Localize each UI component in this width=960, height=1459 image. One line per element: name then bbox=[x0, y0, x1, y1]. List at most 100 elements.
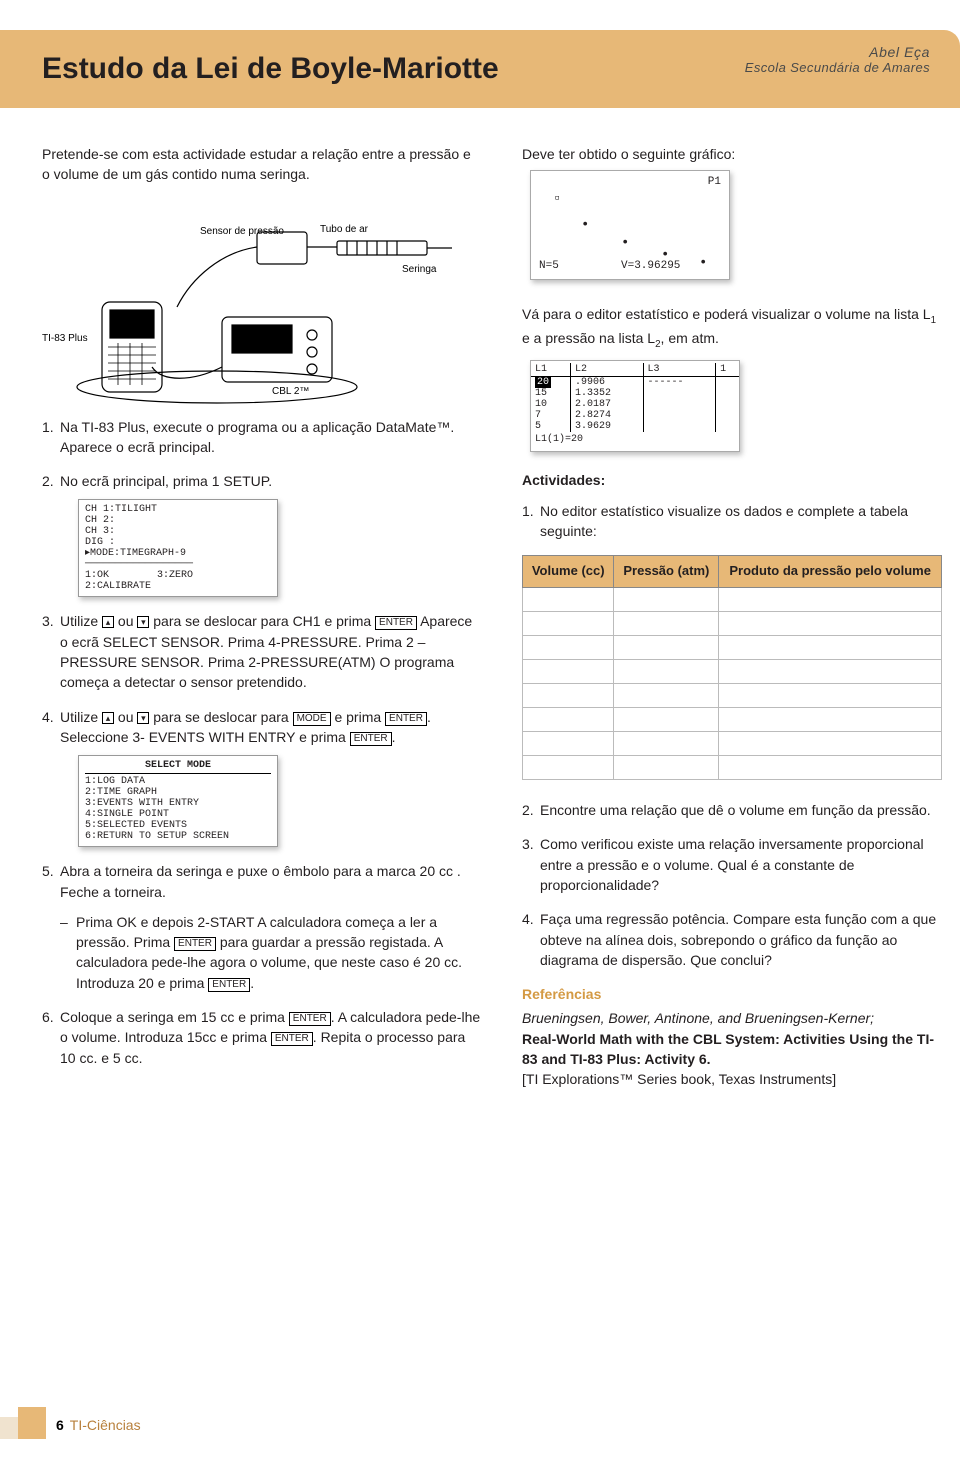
header-credit: Abel Eça Escola Secundária de Amares bbox=[745, 44, 930, 75]
dash-c: . bbox=[250, 975, 254, 991]
label-tube: Tubo de ar bbox=[320, 223, 368, 238]
right-column: Deve ter obtido o seguinte gráfico: ▫ • … bbox=[522, 144, 942, 1090]
stat-r4c1: 3.9629 bbox=[571, 421, 644, 432]
key-down: ▾ bbox=[137, 616, 149, 628]
activities-list-cont: Encontre uma relação que dê o volume em … bbox=[522, 800, 942, 970]
data-table: Volume (cc) Pressão (atm) Produto da pre… bbox=[522, 555, 942, 780]
stat-col-idx: 1 bbox=[716, 363, 739, 377]
footer-accent-light bbox=[0, 1417, 18, 1439]
header-band: Estudo da Lei de Boyle-Mariotte Abel Eça… bbox=[0, 30, 960, 108]
key-enter: ENTER bbox=[375, 616, 417, 630]
stat-col-l3: L3 bbox=[643, 363, 716, 377]
graph-v: V=3.96295 bbox=[621, 259, 680, 275]
step-4-f: . bbox=[392, 729, 396, 745]
magazine-name: TI-Ciências bbox=[70, 1417, 141, 1433]
footer-accent-dark bbox=[18, 1407, 46, 1439]
data-table-body bbox=[523, 588, 942, 780]
table-row bbox=[523, 636, 942, 660]
graph-caption: Deve ter obtido o seguinte gráfico: bbox=[522, 144, 942, 164]
label-syringe: Seringa bbox=[402, 263, 436, 278]
key-enter: ENTER bbox=[385, 712, 427, 726]
stat-footer: L1(1)=20 bbox=[531, 432, 739, 447]
key-mode: MODE bbox=[293, 712, 331, 726]
step-1: Na TI-83 Plus, execute o programa ou a a… bbox=[42, 417, 482, 458]
stat-r0c1: .9906 bbox=[571, 377, 644, 389]
stat-cap-a: Vá para o editor estatístico e poderá vi… bbox=[522, 306, 931, 322]
key-enter: ENTER bbox=[208, 978, 250, 992]
step-4-b: ou bbox=[114, 709, 137, 725]
activity-2: Encontre uma relação que dê o volume em … bbox=[522, 800, 942, 820]
school-name: Escola Secundária de Amares bbox=[745, 60, 930, 75]
step-6-a: Coloque a seringa em 15 cc e prima bbox=[60, 1009, 289, 1025]
table-row bbox=[523, 660, 942, 684]
activity-3: Como verificou existe uma relação invers… bbox=[522, 834, 942, 895]
table-row bbox=[523, 588, 942, 612]
procedure-steps: Na TI-83 Plus, execute o programa ou a a… bbox=[42, 417, 482, 1068]
label-sensor: Sensor de pressão bbox=[200, 225, 284, 240]
stat-r1c0: 15 bbox=[531, 388, 571, 399]
key-down: ▾ bbox=[137, 712, 149, 724]
activity-1: No editor estatístico visualize os dados… bbox=[522, 501, 942, 542]
step-5-dash: Prima OK e depois 2-START A calculadora … bbox=[60, 912, 482, 993]
left-column: Pretende-se com esta actividade estudar … bbox=[42, 144, 482, 1090]
step-3-c: para se deslocar para CH1 e prima bbox=[149, 613, 375, 629]
page-footer: 6 TI-Ciências bbox=[0, 1407, 141, 1439]
references-body: Brueningsen, Bower, Antinone, and Brueni… bbox=[522, 1008, 942, 1089]
stat-r4c0: 5 bbox=[531, 421, 571, 432]
stat-cap-b: e a pressão na lista L bbox=[522, 330, 655, 346]
data-th-product: Produto da pressão pelo volume bbox=[719, 556, 942, 588]
key-enter: ENTER bbox=[271, 1032, 313, 1046]
table-row bbox=[523, 756, 942, 780]
page-title: Estudo da Lei de Boyle-Mariotte bbox=[42, 52, 499, 86]
intro-paragraph: Pretende-se com esta actividade estudar … bbox=[42, 144, 482, 185]
content-grid: Pretende-se com esta actividade estudar … bbox=[0, 108, 960, 1090]
stat-col-l1: L1 bbox=[531, 363, 571, 377]
activities-heading: Actividades: bbox=[522, 470, 942, 490]
stat-highlight: 20 bbox=[535, 377, 551, 388]
graph-p1: P1 bbox=[708, 175, 721, 191]
stat-caption: Vá para o editor estatístico e poderá vi… bbox=[522, 304, 942, 352]
step-5-text: Abra a torneira da seringa e puxe o êmbo… bbox=[60, 863, 461, 899]
apparatus-figure: Sensor de pressão Tubo de ar Seringa TI-… bbox=[42, 207, 462, 407]
activity-4: Faça uma regressão potência. Compare est… bbox=[522, 909, 942, 970]
key-up: ▴ bbox=[102, 712, 114, 724]
stat-col-l2: L2 bbox=[571, 363, 644, 377]
label-cbl: CBL 2™ bbox=[272, 385, 309, 400]
key-enter: ENTER bbox=[350, 732, 392, 746]
ref-title: Real-World Math with the CBL System: Act… bbox=[522, 1031, 934, 1067]
step-4-a: Utilize bbox=[60, 709, 102, 725]
stat-table: L1 L2 L3 1 20.9906------ 151.3352 102.01… bbox=[531, 363, 739, 432]
stat-r2c0: 10 bbox=[531, 399, 571, 410]
stat-editor-screen: L1 L2 L3 1 20.9906------ 151.3352 102.01… bbox=[530, 360, 740, 452]
table-row bbox=[523, 708, 942, 732]
stat-r2c1: 2.0187 bbox=[571, 399, 644, 410]
screen-setup: CH 1:TILIGHT CH 2: CH 3: DIG : ▸MODE:TIM… bbox=[78, 499, 278, 597]
ref-note: [TI Explorations™ Series book, Texas Ins… bbox=[522, 1071, 836, 1087]
step-4: Utilize ▴ ou ▾ para se deslocar para MOD… bbox=[42, 707, 482, 848]
activities-list: No editor estatístico visualize os dados… bbox=[522, 501, 942, 542]
screen-select-mode: SELECT MODE1:LOG DATA 2:TIME GRAPH 3:EVE… bbox=[78, 755, 278, 847]
step-5: Abra a torneira da seringa e puxe o êmbo… bbox=[42, 861, 482, 993]
step-3: Utilize ▴ ou ▾ para se deslocar para CH1… bbox=[42, 611, 482, 692]
stat-r1c1: 1.3352 bbox=[571, 388, 644, 399]
key-enter: ENTER bbox=[289, 1012, 331, 1026]
data-th-volume: Volume (cc) bbox=[523, 556, 614, 588]
step-6: Coloque a seringa em 15 cc e prima ENTER… bbox=[42, 1007, 482, 1068]
table-row bbox=[523, 684, 942, 708]
author-name: Abel Eça bbox=[745, 44, 930, 60]
key-up: ▴ bbox=[102, 616, 114, 628]
table-row bbox=[523, 732, 942, 756]
page-number: 6 bbox=[56, 1417, 64, 1433]
step-3-a: Utilize bbox=[60, 613, 102, 629]
step-4-c: para se deslocar para bbox=[149, 709, 292, 725]
step-2-text: No ecrã principal, prima 1 SETUP. bbox=[60, 473, 272, 489]
key-enter: ENTER bbox=[174, 937, 216, 951]
data-th-pressure: Pressão (atm) bbox=[614, 556, 719, 588]
step-4-d: e prima bbox=[331, 709, 385, 725]
label-calculator: TI-83 Plus bbox=[42, 332, 88, 347]
activity-1-text: No editor estatístico visualize os dados… bbox=[540, 503, 908, 539]
references-heading: Referências bbox=[522, 984, 942, 1004]
stat-cap-c: , em atm. bbox=[661, 330, 719, 346]
stat-r3c1: 2.8274 bbox=[571, 410, 644, 421]
ref-authors: Brueningsen, Bower, Antinone, and Brueni… bbox=[522, 1010, 874, 1026]
